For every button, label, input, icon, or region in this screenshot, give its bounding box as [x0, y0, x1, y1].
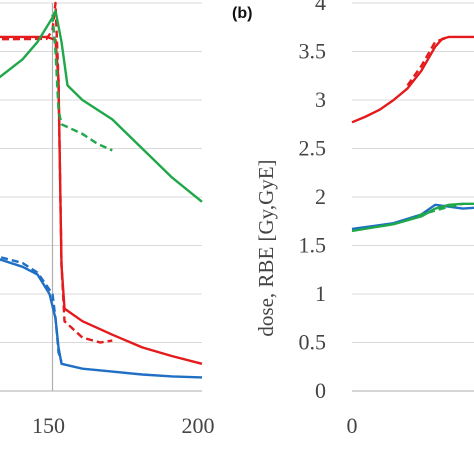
- series-line-red-dashed: [0, 1, 113, 344]
- panel-b: 0 0.5 1 1.5 2 2.5 3 3.5 4 0 (b) dose, RBE [Gy,GyE…: [232, 0, 474, 438]
- y-tick-label: 2.5: [299, 136, 327, 161]
- panel-b-ticks: 0 0.5 1 1.5 2 2.5 3 3.5 4 0: [299, 0, 358, 438]
- panel-a-x-ticks: 150 200: [32, 413, 215, 438]
- series-line-blue-solid: [0, 258, 203, 379]
- y-tick-label: 1.5: [299, 233, 327, 258]
- series-line-blue-dashed: [0, 255, 63, 363]
- series-line-red-solid: [351, 35, 474, 124]
- series-line-red-solid: [0, 35, 203, 365]
- y-tick-label: 4: [315, 0, 326, 15]
- panel-a-gridlines: [0, 2, 202, 392]
- x-tick-label: 200: [182, 413, 215, 438]
- y-tick-label: 0: [315, 378, 326, 403]
- y-tick-label: 2: [315, 184, 326, 209]
- panel-b-y-axis-label: dose, RBE [Gy,GyE]: [254, 159, 278, 336]
- panel-b-series: [351, 35, 474, 233]
- y-tick-label: 1: [315, 281, 326, 306]
- series-line-green-dashed: [51, 14, 113, 152]
- panel-a-series: [0, 1, 203, 379]
- panel-b-gridlines: [352, 2, 474, 392]
- series-line-green-dashed: [407, 202, 464, 222]
- y-tick-label: 3: [315, 87, 326, 112]
- x-tick-label: 0: [347, 413, 358, 438]
- series-line-red-dashed: [406, 35, 450, 87]
- y-tick-label: 0.5: [299, 330, 327, 355]
- x-tick-label: 150: [32, 413, 65, 438]
- panel-a: 150 200: [0, 1, 215, 438]
- y-tick-label: 3.5: [299, 39, 327, 64]
- panel-b-label: (b): [232, 5, 252, 22]
- series-line-green-solid: [0, 9, 203, 203]
